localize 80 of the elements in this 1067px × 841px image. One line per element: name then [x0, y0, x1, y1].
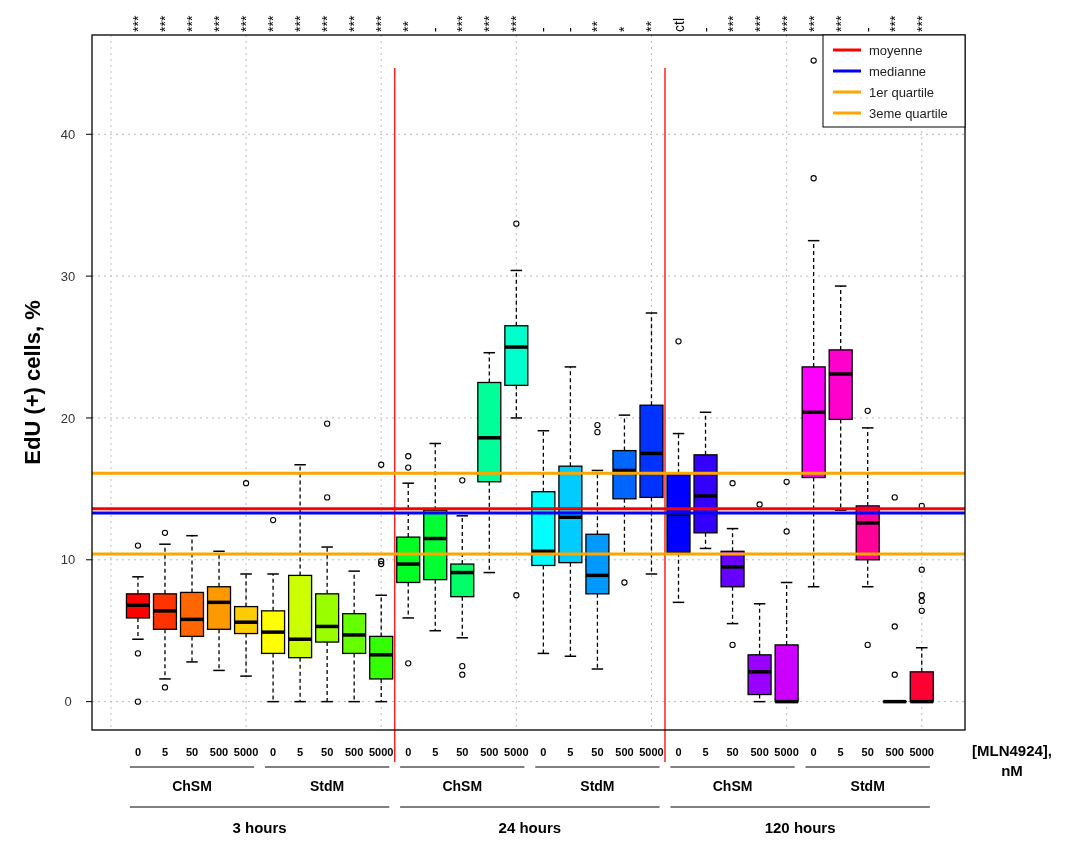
legend-label: 1er quartile	[869, 84, 935, 100]
x-tick-label: 500	[885, 746, 904, 758]
text: ***	[805, 15, 822, 32]
x-tick-label: 0	[675, 746, 682, 758]
y-axis-title: EdU (+) cells, %	[20, 300, 45, 465]
x-tick-label: 5000	[233, 746, 259, 758]
y-tick-label: 40	[60, 126, 76, 142]
text: 24 hours	[498, 819, 562, 836]
text: -	[697, 27, 714, 32]
y-tick-label: 20	[60, 410, 76, 426]
x-tick-label: 50	[456, 746, 469, 758]
x-tick-label: 5000	[368, 746, 394, 758]
legend-label: 3eme quartile	[869, 105, 948, 121]
text: ***	[346, 15, 363, 32]
text: ***	[373, 15, 390, 32]
text: ***	[913, 15, 930, 32]
text: ***	[832, 15, 849, 32]
text: ***	[778, 15, 795, 32]
x-tick-label: 0	[540, 746, 547, 758]
text: ctl	[670, 18, 687, 32]
x-tick-label: 5000	[639, 746, 664, 758]
text: 120 hours	[764, 819, 836, 836]
x-tick-label: 5	[161, 746, 169, 758]
x-tick-label: 5	[297, 746, 304, 758]
x-tick-label: 500	[480, 746, 499, 758]
text: ***	[238, 15, 255, 32]
text: ***	[265, 15, 282, 32]
x-tick-label: 0	[810, 746, 817, 758]
text: ***	[129, 15, 146, 32]
x-tick-label: 500	[344, 746, 364, 758]
text: ChSM	[712, 778, 753, 794]
text: ChSM	[442, 778, 483, 794]
x-tick-label: 500	[615, 746, 634, 758]
text: ***	[508, 15, 525, 32]
x-tick-label: 50	[185, 746, 199, 758]
text: **	[589, 20, 606, 32]
text: 3 hours	[232, 819, 287, 836]
text: ***	[319, 15, 336, 32]
text: ***	[724, 15, 741, 32]
text: ***	[481, 15, 498, 32]
text: ***	[184, 15, 200, 32]
text: -	[859, 27, 876, 32]
text: **	[643, 20, 660, 32]
x-tick-label: 5	[432, 746, 439, 758]
x-tick-label: 500	[209, 746, 229, 758]
y-tick-label: 10	[60, 552, 76, 568]
text: *	[616, 26, 633, 32]
x-tick-label: 5	[837, 746, 844, 758]
x-tick-label: 50	[321, 746, 334, 758]
x-tick-label: 0	[270, 746, 277, 758]
text: ***	[751, 15, 768, 32]
x-tick-label: 50	[861, 746, 874, 758]
text: ***	[454, 15, 471, 32]
x-tick-label: 5000	[504, 746, 529, 758]
text: -	[562, 27, 579, 32]
x-tick-label: 5	[702, 746, 709, 758]
x-tick-label: 0	[405, 746, 412, 758]
y-tick-label: 30	[60, 268, 76, 284]
text: ***	[156, 15, 173, 32]
x-axis-title: [MLN4924], nM	[971, 742, 1053, 779]
y-tick-label: 0	[64, 694, 72, 710]
text: StdM	[580, 778, 615, 794]
legend-label: moyenne	[869, 42, 923, 58]
text: StdM	[310, 778, 345, 794]
text: **	[400, 20, 417, 32]
x-tick-label: 5	[567, 746, 574, 758]
x-tick-label: 5000	[774, 746, 799, 758]
text: -	[535, 27, 552, 32]
x-tick-label: 0	[134, 746, 142, 758]
text: ***	[211, 15, 228, 32]
legend-label: medianne	[869, 63, 927, 79]
text: ChSM	[172, 778, 212, 794]
x-tick-label: 500	[750, 746, 769, 758]
text: ***	[292, 15, 309, 32]
x-tick-label: 50	[591, 746, 604, 758]
x-tick-label: 50	[726, 746, 739, 758]
text: ***	[886, 15, 903, 32]
text: StdM	[850, 778, 885, 794]
text: -	[427, 27, 444, 32]
x-tick-label: 5000	[909, 746, 934, 758]
